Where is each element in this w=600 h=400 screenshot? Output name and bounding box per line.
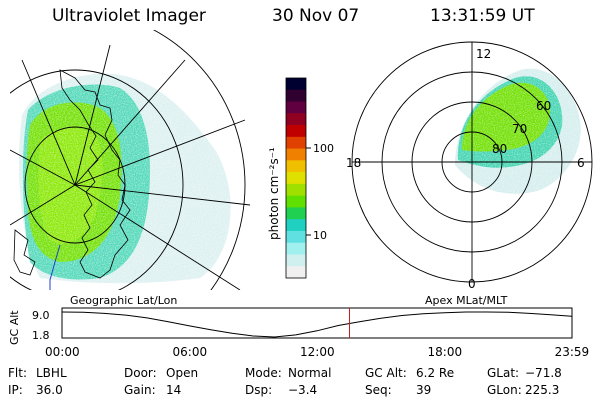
colorbar-cell	[286, 136, 306, 150]
polar-caption: Apex MLat/MLT	[425, 294, 508, 307]
filter-value: LBHL	[36, 366, 67, 380]
timeline-xtick-label: 00:00	[45, 345, 80, 359]
mlat-label-60: 60	[536, 99, 551, 113]
colorbar-cell	[286, 230, 306, 244]
gc-alt-value: 6.2 Re	[416, 366, 455, 380]
colorbar-cell	[286, 125, 306, 138]
timeline-frame	[61, 307, 573, 339]
colorbar-frame	[285, 77, 307, 279]
mlt-label-6: 6	[577, 156, 585, 170]
mlat-label-80: 80	[492, 142, 507, 156]
colorbar-cell	[286, 89, 306, 103]
coastline	[59, 69, 131, 279]
door-label: Door:	[124, 366, 157, 380]
colorbar-unit-label: photon cm⁻²s⁻¹	[267, 147, 281, 240]
geo-caption: Geographic Lat/Lon	[70, 294, 177, 307]
colorbar-cell	[286, 195, 306, 208]
colorbar-cell	[286, 183, 306, 197]
ip-value: 36.0	[36, 383, 63, 397]
mlat-label-70: 70	[512, 122, 527, 136]
timeline-ytick-bottom: 1.8	[32, 329, 50, 342]
timeline-xtick-label: 12:00	[300, 345, 335, 359]
polar-grid	[351, 41, 593, 283]
colorbar-cell	[286, 113, 306, 126]
timeline-ylabel: GC Alt	[8, 310, 21, 345]
geo-graticule	[10, 30, 251, 290]
seq-label: Seq:	[365, 383, 392, 397]
timeline-xtick-label: 18:00	[428, 345, 463, 359]
gc-alt-label: GC Alt:	[365, 366, 407, 380]
filter-label: Flt:	[8, 366, 27, 380]
colorbar-tick-label-10: 10	[313, 229, 327, 242]
door-value: Open	[166, 366, 199, 380]
timeline-xtick-label: 23:59	[555, 345, 590, 359]
date-label: 30 Nov 07	[272, 6, 360, 26]
glon-value: 225.3	[525, 383, 560, 397]
blue-boundary	[49, 244, 61, 290]
colorbar-cell	[286, 266, 306, 279]
colorbar: 100 10 photon cm⁻²s⁻¹	[267, 77, 334, 279]
time-label: 13:31:59 UT	[430, 6, 535, 26]
colorbar-cell	[286, 78, 306, 91]
instrument-title: Ultraviolet Imager	[52, 6, 206, 26]
gain-label: Gain:	[124, 383, 156, 397]
glon-label: GLon:	[487, 383, 522, 397]
colorbar-cell	[286, 219, 306, 232]
glat-value: −71.8	[525, 366, 562, 380]
mlt-label-18: 18	[346, 156, 361, 170]
colorbar-cell	[286, 148, 306, 161]
colorbar-cell	[286, 254, 306, 267]
gain-value: 14	[166, 383, 182, 397]
coastline-2	[13, 229, 36, 276]
ip-label: IP:	[8, 383, 23, 397]
colorbar-cell	[286, 160, 306, 173]
colorbar-tick-label-100: 100	[313, 142, 334, 155]
colorbar-cell	[286, 101, 306, 114]
mode-value: Normal	[288, 366, 332, 380]
colorbar-cell	[286, 242, 306, 255]
polar-image-panel: 12 18 6 0 60 70 80	[346, 41, 593, 291]
mode-label: Mode:	[245, 366, 282, 380]
geo-image-panel	[10, 30, 255, 290]
colorbar-cell	[286, 207, 306, 220]
seq-value: 39	[416, 383, 432, 397]
altitude-timeline: GC Alt 9.0 1.8 00:00 06:00 12:00 18:00 23:59	[8, 307, 590, 359]
altitude-curve	[61, 311, 572, 338]
dsp-value: −3.4	[288, 383, 318, 397]
timeline-xtick-label: 06:00	[173, 345, 208, 359]
mlt-label-0: 0	[468, 277, 476, 291]
dsp-label: Dsp:	[245, 383, 273, 397]
colorbar-cell	[286, 172, 306, 185]
timeline-ytick-top: 9.0	[32, 309, 50, 322]
glat-label: GLat:	[487, 366, 520, 380]
mlt-label-12: 12	[476, 47, 491, 61]
